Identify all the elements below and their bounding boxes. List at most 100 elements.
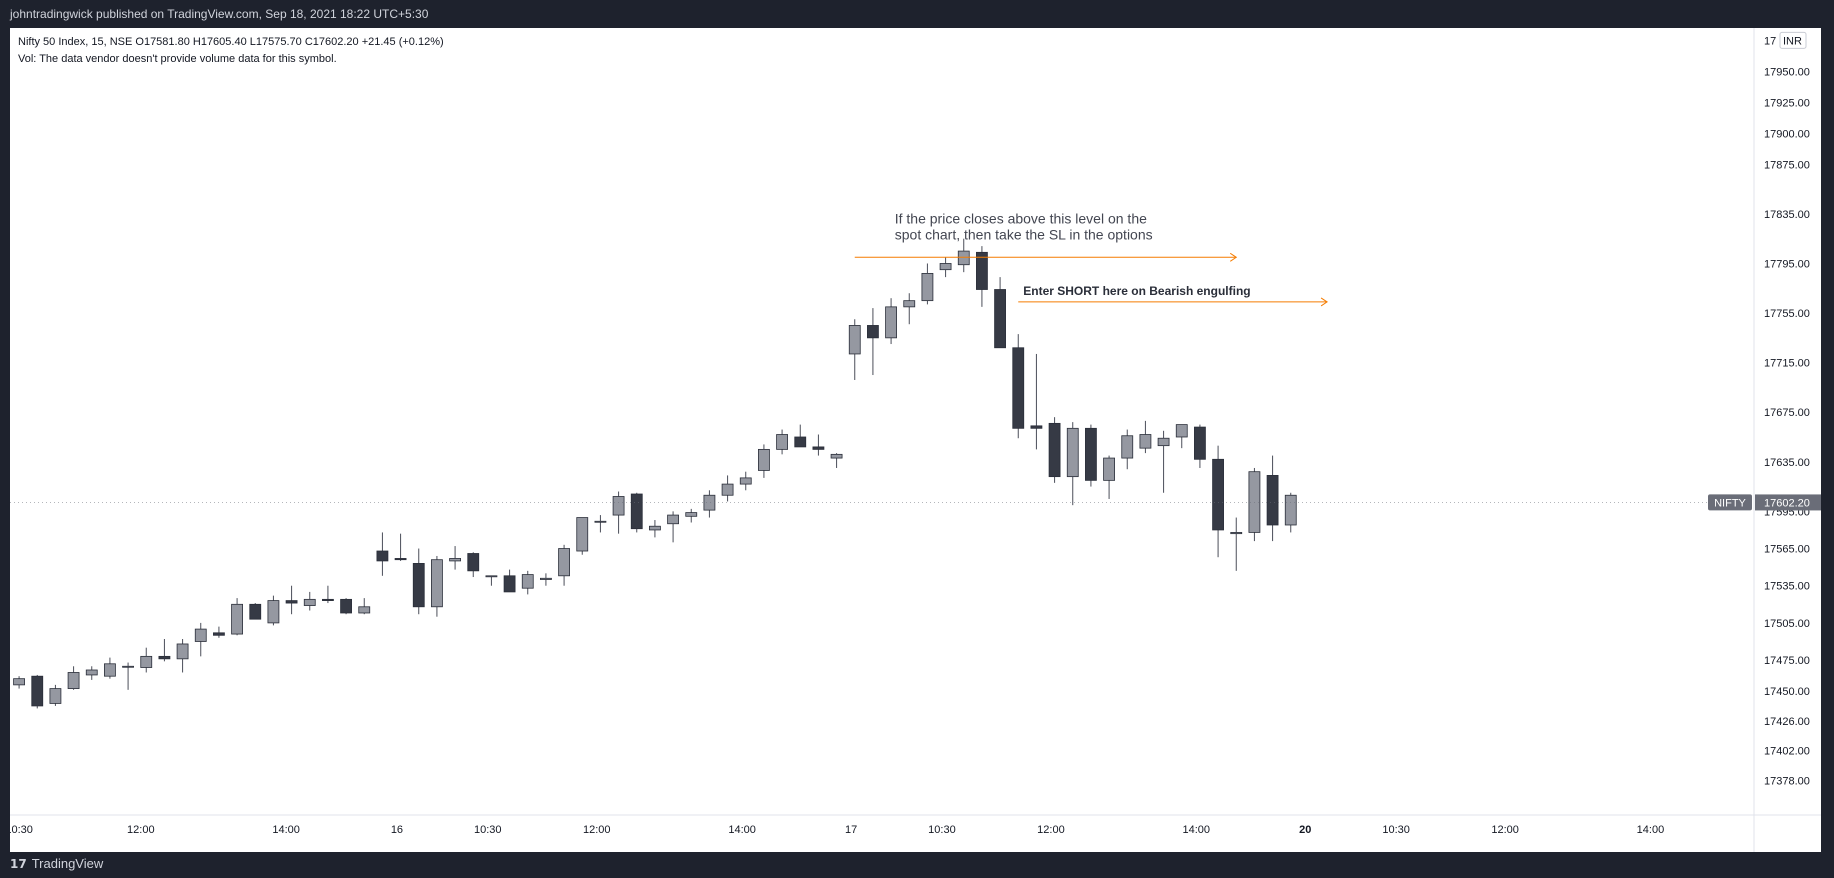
candle-down — [213, 632, 225, 636]
candle-up — [303, 598, 316, 606]
candle-up — [431, 559, 443, 608]
time-tick-label: 10:30 — [10, 824, 33, 836]
chart-panel[interactable]: Nifty 50 Index, 15, NSE O17581.80 H17605… — [5, 28, 1821, 852]
candle-up — [85, 669, 98, 676]
price-tick-label: 17925.00 — [1764, 97, 1810, 109]
candle-up — [758, 448, 770, 471]
candle-down — [285, 600, 298, 604]
candle-up — [1121, 435, 1134, 459]
price-tick-label: 17505.00 — [1764, 618, 1810, 630]
time-tick-label: 10:30 — [928, 824, 956, 836]
candle-up — [358, 606, 371, 614]
time-tick-label: 14:00 — [1183, 824, 1211, 836]
time-tick-label: 12:00 — [583, 824, 611, 836]
candle-up — [194, 628, 207, 642]
price-tick-label: 17675.00 — [1764, 407, 1810, 419]
candle-up — [521, 574, 534, 589]
time-tick-label: 14:00 — [1637, 824, 1665, 836]
candle-up — [649, 525, 661, 531]
candle-up — [1139, 434, 1152, 449]
price-tick-label: 17715.00 — [1764, 358, 1810, 370]
tradingview-brand-text: TradingView — [31, 856, 104, 871]
candle-up — [921, 272, 934, 302]
candle-down — [630, 493, 643, 530]
candle-up — [485, 575, 498, 578]
candle-up — [1103, 457, 1115, 481]
candle-up — [1175, 424, 1188, 438]
candle-up — [703, 494, 716, 511]
candle-down — [249, 603, 262, 620]
candlestick-chart[interactable]: 17378.00 17402.00 17426.00 17450.00 17475.00… — [5, 28, 1821, 852]
candle-down — [867, 325, 879, 339]
publish-bar: johntradingwick published on TradingView… — [0, 0, 1834, 28]
candle-down — [1012, 347, 1025, 429]
published-by-text: johntradingwick published on TradingView… — [10, 7, 429, 21]
candle-up — [1157, 437, 1170, 447]
currency-badge — [1779, 31, 1807, 49]
candle-up — [122, 665, 134, 668]
last-price-label: 17602.20 — [1764, 497, 1810, 509]
symbol-tag — [1708, 494, 1752, 511]
price-tick-label: 17875.00 — [1764, 159, 1810, 171]
candle-up — [67, 672, 80, 689]
candle-up — [1230, 532, 1243, 535]
candle-down — [394, 558, 407, 561]
price-tick-label: 17535.00 — [1764, 581, 1810, 593]
last-price-badge — [1755, 494, 1821, 511]
candle-down — [412, 563, 425, 608]
time-tick-label: 14:00 — [272, 824, 300, 836]
annotation-text: Enter SHORT here on Bearish engulfing — [1023, 284, 1250, 298]
candle-up — [449, 558, 461, 562]
candle-up — [49, 688, 62, 704]
candle-up — [140, 655, 153, 668]
currency-label: INR — [1783, 35, 1802, 47]
time-tick-label: 12:00 — [1491, 824, 1519, 836]
candle-up — [667, 514, 679, 525]
price-tick-label: 17755.00 — [1764, 308, 1810, 320]
time-tick-label: 14:00 — [728, 824, 756, 836]
candle-down — [812, 446, 825, 450]
candle-up — [721, 483, 734, 496]
chart-legend: Nifty 50 Index, 15, NSE O17581.80 H17605… — [18, 34, 444, 68]
candle-up — [903, 300, 916, 308]
time-tick-label: 20 — [1299, 824, 1311, 836]
candle-down — [994, 289, 1006, 349]
annotation-text: spot chart, then take the SL in the opti… — [895, 226, 1153, 242]
tradingview-logo-icon: 17 — [10, 856, 27, 871]
candle-up — [848, 325, 861, 355]
candle-down — [794, 436, 807, 448]
price-tick-label: 17426.00 — [1764, 716, 1810, 728]
symbol-ohlc-line: Nifty 50 Index, 15, NSE O17581.80 H17605… — [18, 36, 444, 48]
symbol-tag-label: NIFTY — [1714, 497, 1746, 509]
candle-down — [322, 598, 334, 601]
price-tick-label-partial: 17 — [1764, 35, 1776, 47]
candle-up — [1066, 427, 1079, 478]
time-tick-label: 17 — [845, 824, 857, 836]
time-tick-label: 10:30 — [474, 824, 502, 836]
candle-up — [231, 603, 243, 635]
candle-up — [776, 434, 788, 450]
candle-up — [685, 512, 698, 517]
price-tick-label: 17475.00 — [1764, 655, 1810, 667]
tradingview-logo[interactable]: 17 TradingView — [10, 856, 103, 871]
price-tick-label: 17450.00 — [1764, 686, 1810, 698]
candle-down — [158, 655, 171, 660]
candle-down — [31, 675, 44, 707]
candle-down — [376, 550, 389, 562]
candle-up — [939, 263, 952, 271]
candle-up — [1284, 494, 1297, 526]
candle-down — [340, 598, 352, 614]
candle-down — [1212, 458, 1224, 531]
time-tick-label: 12:00 — [1037, 824, 1065, 836]
candle-up — [885, 306, 897, 339]
annotation-text: If the price closes above this level on … — [895, 210, 1147, 226]
annotation-arrow-head — [1320, 297, 1328, 307]
candle-up — [540, 577, 552, 580]
candle-down — [467, 553, 480, 572]
candle-up — [104, 663, 116, 677]
time-tick-label: 12:00 — [127, 824, 155, 836]
candle-up — [558, 548, 570, 577]
candle-down — [976, 251, 988, 290]
candle-down — [1266, 475, 1279, 526]
candle-up — [13, 678, 25, 686]
